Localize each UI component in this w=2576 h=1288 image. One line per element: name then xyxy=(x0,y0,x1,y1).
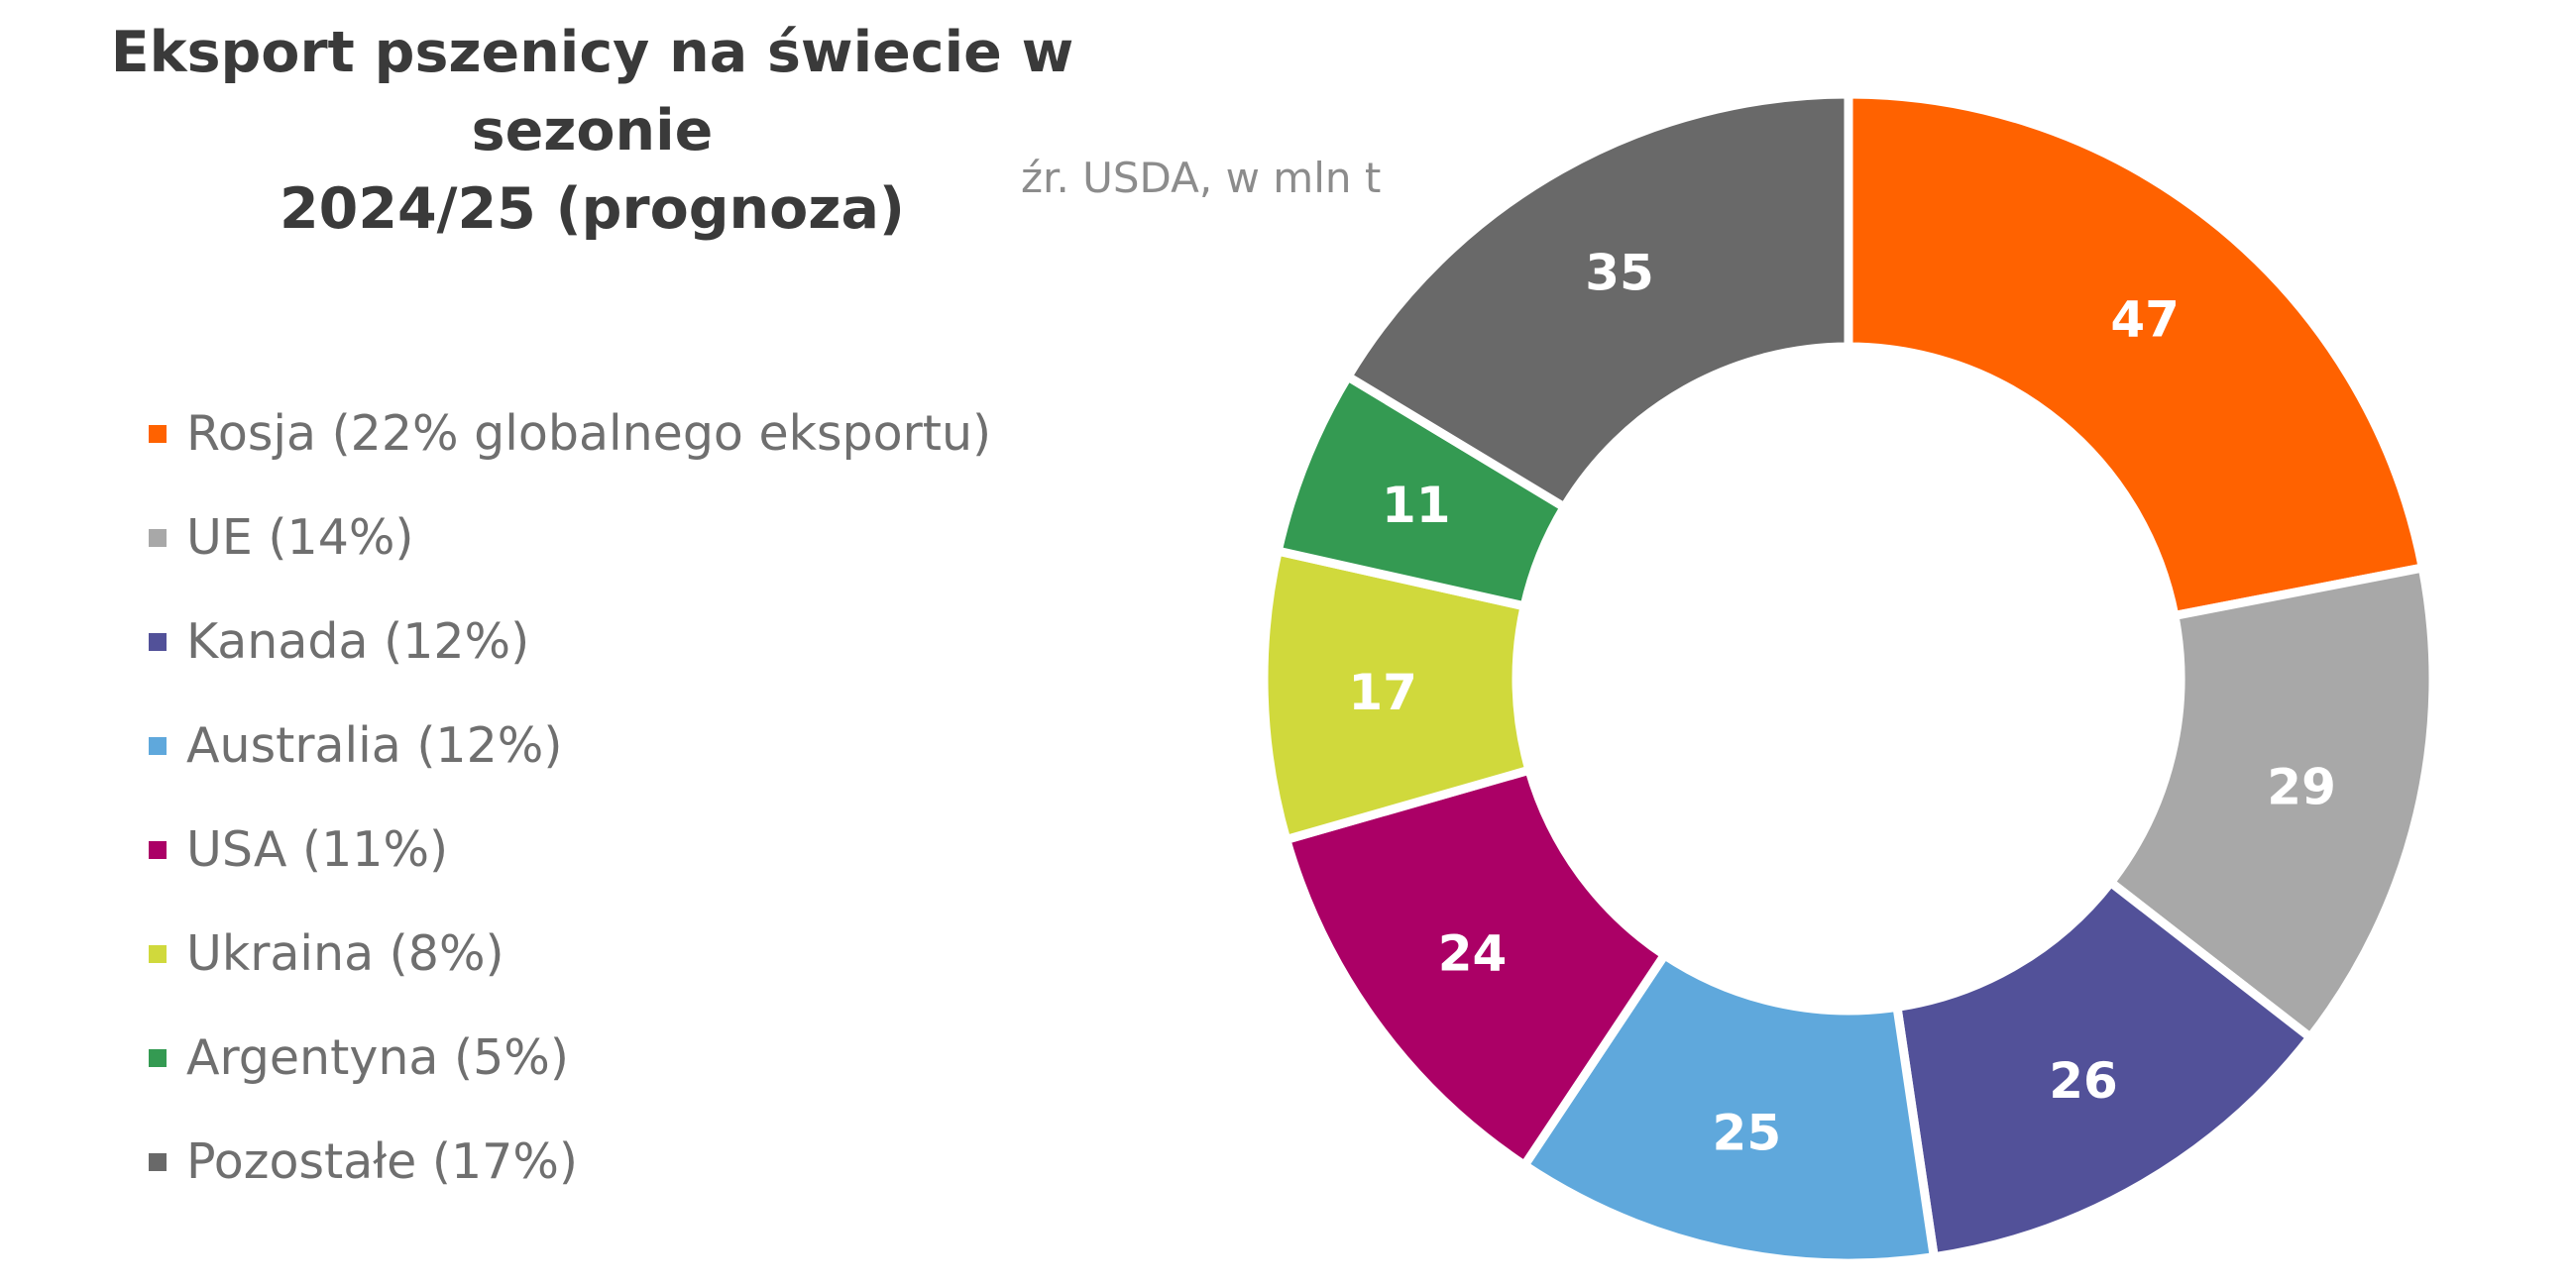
data-label-australia: 25 xyxy=(1713,1105,1782,1162)
legend-label: Argentyna (5%) xyxy=(186,1029,569,1086)
legend-swatch xyxy=(149,944,167,963)
slice-australia xyxy=(1517,948,1940,1268)
legend-swatch xyxy=(149,736,167,755)
slice-ue xyxy=(2104,562,2438,1044)
legend-label: Rosja (22% globalnego eksportu) xyxy=(186,405,992,462)
legend-swatch xyxy=(149,632,167,651)
legend-item-rosja: Rosja (22% globalnego eksportu) xyxy=(149,381,991,485)
legend-item-ue: UE (14%) xyxy=(149,485,991,590)
data-label-rosja: 47 xyxy=(2110,291,2180,349)
chart-legend: Rosja (22% globalnego eksportu) UE (14%) K… xyxy=(149,381,991,1214)
data-label-kanada: 26 xyxy=(2049,1052,2118,1110)
legend-label: Kanada (12%) xyxy=(186,613,530,670)
legend-item-australia: Australia (12%) xyxy=(149,694,991,798)
data-label-pozostale: 35 xyxy=(1585,245,1654,302)
donut-slices xyxy=(1259,89,2438,1268)
chart-title-line-1: Eksport pszenicy na świecie w sezonie xyxy=(110,20,1074,163)
legend-label: Australia (12%) xyxy=(186,717,563,774)
legend-item-usa: USA (11%) xyxy=(149,798,991,902)
legend-swatch xyxy=(149,1048,167,1067)
legend-swatch xyxy=(149,840,167,859)
source-note: źr. USDA, w mln t xyxy=(1021,154,1382,202)
legend-swatch xyxy=(149,424,167,443)
legend-swatch xyxy=(149,1152,167,1171)
slice-kanada xyxy=(1891,876,2317,1262)
data-label-usa: 24 xyxy=(1438,924,1508,982)
slice-usa xyxy=(1281,764,1671,1172)
legend-label: Pozostałe (17%) xyxy=(186,1133,579,1190)
legend-item-pozostale: Pozostałe (17%) xyxy=(149,1110,991,1214)
legend-swatch xyxy=(149,528,167,547)
data-label-argentyna: 11 xyxy=(1382,477,1451,534)
legend-item-ukraina: Ukraina (8%) xyxy=(149,902,991,1006)
data-label-ukraina: 17 xyxy=(1348,664,1417,721)
data-label-ue: 29 xyxy=(2267,758,2336,815)
legend-label: UE (14%) xyxy=(186,509,414,566)
chart-title: Eksport pszenicy na świecie w sezonie 20… xyxy=(0,14,1184,249)
chart-title-line-2: 2024/25 (prognoza) xyxy=(280,176,905,242)
slice-pozostale xyxy=(1341,89,1853,514)
slice-rosja xyxy=(1844,89,2428,621)
legend-item-kanada: Kanada (12%) xyxy=(149,590,991,694)
donut-data-labels: 47 29 26 25 24 17 11 35 xyxy=(1348,245,2335,1162)
legend-item-argentyna: Argentyna (5%) xyxy=(149,1006,991,1110)
legend-label: Ukraina (8%) xyxy=(186,925,504,982)
legend-label: USA (11%) xyxy=(186,821,449,878)
